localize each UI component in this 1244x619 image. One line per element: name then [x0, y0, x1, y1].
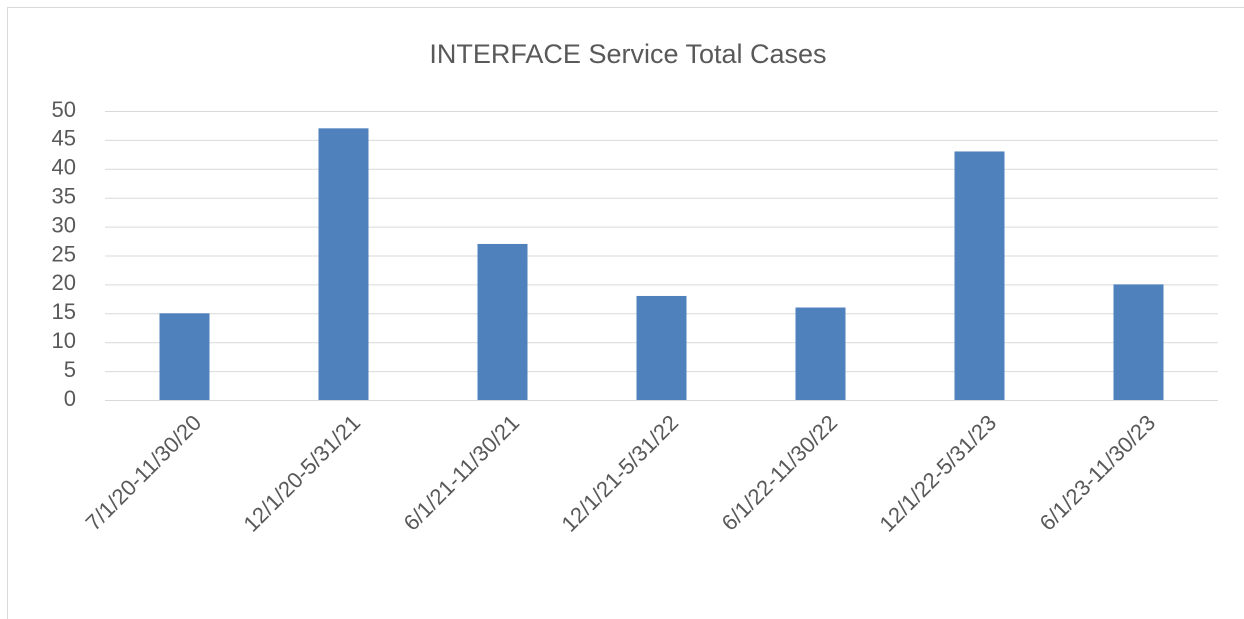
- y-tick-label: 15: [52, 299, 76, 324]
- chart-border: [7, 7, 1244, 619]
- bar: [159, 313, 210, 400]
- bar: [477, 243, 528, 400]
- bar: [954, 151, 1005, 400]
- bar: [318, 128, 369, 400]
- bar: [1113, 284, 1164, 400]
- y-tick-label: 30: [52, 212, 76, 237]
- y-tick-label: 20: [52, 270, 76, 295]
- y-tick-label: 10: [52, 328, 76, 353]
- y-tick-label: 5: [64, 357, 76, 382]
- y-tick-label: 35: [52, 184, 76, 209]
- chart-title: INTERFACE Service Total Cases: [429, 39, 826, 69]
- y-tick-label: 40: [52, 155, 76, 180]
- y-tick-label: 0: [64, 386, 76, 411]
- bar: [636, 295, 687, 400]
- bar: [795, 307, 846, 400]
- y-tick-label: 45: [52, 126, 76, 151]
- y-tick-label: 50: [52, 97, 76, 122]
- y-tick-label: 25: [52, 241, 76, 266]
